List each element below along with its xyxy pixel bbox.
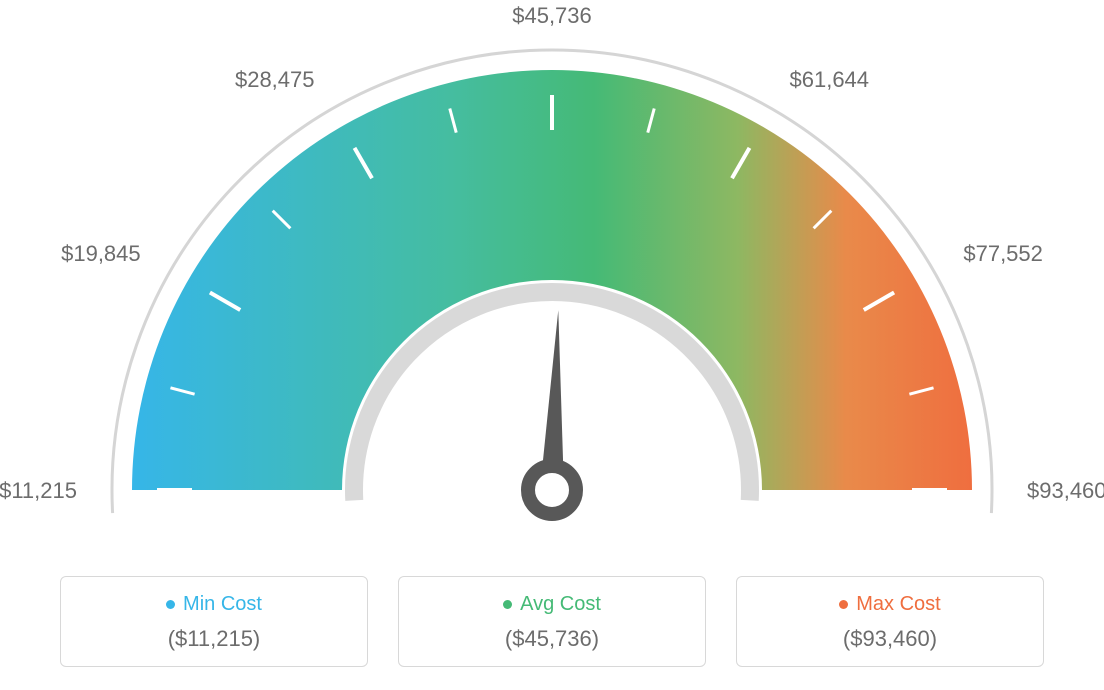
cost-gauge-container: $11,215 $19,845 $28,475 $45,736 $61,644 $77,5… (0, 0, 1104, 690)
legend-card-max: Max Cost ($93,460) (736, 576, 1044, 667)
gauge-tick-label: $45,736 (507, 3, 597, 29)
legend-card-avg: Avg Cost ($45,736) (398, 576, 706, 667)
legend-title-text: Min Cost (183, 593, 262, 616)
gauge-tick-label: $19,845 (51, 241, 141, 267)
legend-title-max: Max Cost (839, 593, 940, 616)
gauge-tick-label: $93,460 (1027, 478, 1104, 504)
legend-title-min: Min Cost (166, 593, 262, 616)
gauge-tick-label: $28,475 (225, 67, 315, 93)
gauge-tick-label: $77,552 (963, 241, 1043, 267)
legend-row: Min Cost ($11,215) Avg Cost ($45,736) Ma… (60, 576, 1044, 667)
dot-icon (503, 600, 512, 609)
legend-value-avg: ($45,736) (409, 626, 695, 652)
legend-value-min: ($11,215) (71, 626, 357, 652)
gauge-tick-label: $11,215 (0, 478, 77, 504)
gauge-tick-label: $61,644 (790, 67, 870, 93)
gauge-svg (52, 0, 1052, 560)
legend-title-text: Avg Cost (520, 593, 601, 616)
legend-card-min: Min Cost ($11,215) (60, 576, 368, 667)
legend-title-avg: Avg Cost (503, 593, 601, 616)
dot-icon (839, 600, 848, 609)
legend-value-max: ($93,460) (747, 626, 1033, 652)
gauge-chart: $11,215$19,845$28,475$45,736$61,644$77,5… (52, 0, 1052, 560)
legend-title-text: Max Cost (856, 593, 940, 616)
dot-icon (166, 600, 175, 609)
